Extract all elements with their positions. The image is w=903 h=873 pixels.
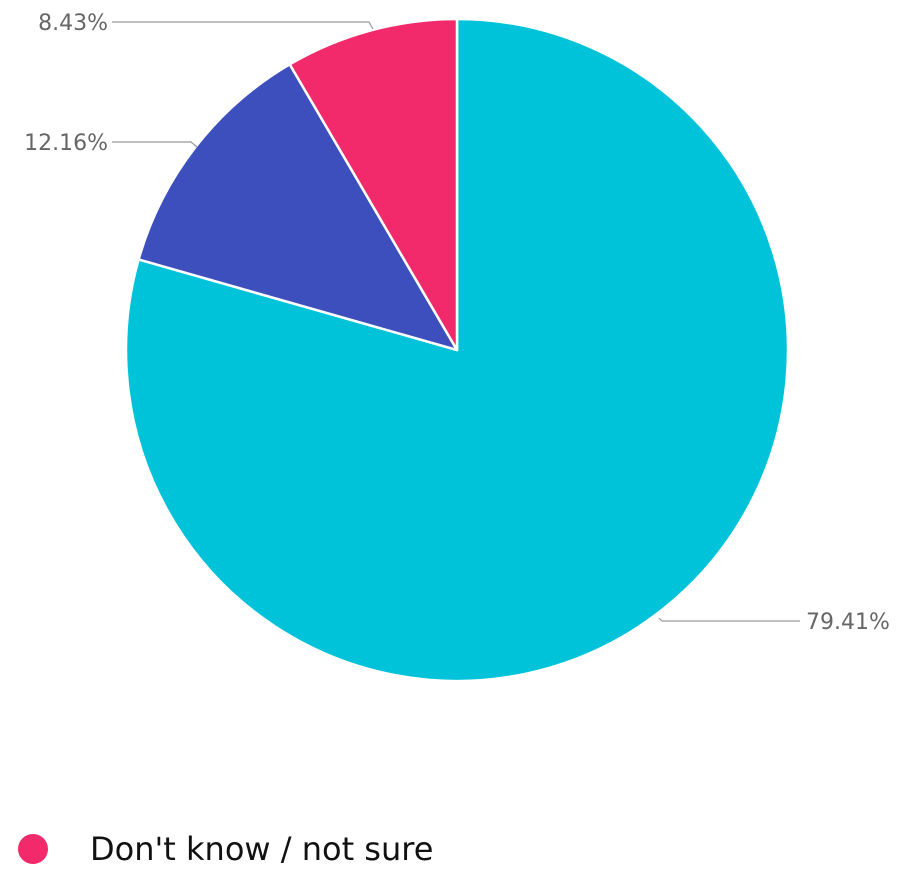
legend-label: Don't know / not sure <box>90 830 434 868</box>
slice-value-label-1: 79.41% <box>806 610 890 635</box>
legend-marker <box>18 834 48 864</box>
pie-slice-2 <box>137 63 459 352</box>
legend: Don't know / not sure <box>18 827 433 871</box>
slice-labels: 79.41% 12.16% 8.43% <box>24 11 890 635</box>
pie-slice-1 <box>124 17 790 683</box>
leader-line-2 <box>112 141 198 148</box>
slice-value-label-2: 12.16% <box>24 131 108 156</box>
leader-line-3 <box>112 21 374 30</box>
pie-slices <box>124 17 790 683</box>
pie-slice-3 <box>288 17 459 352</box>
slice-value-label-3: 8.43% <box>38 11 108 36</box>
pie-chart: 79.41% 12.16% 8.43% <box>24 11 890 683</box>
leader-line-1 <box>658 617 800 622</box>
